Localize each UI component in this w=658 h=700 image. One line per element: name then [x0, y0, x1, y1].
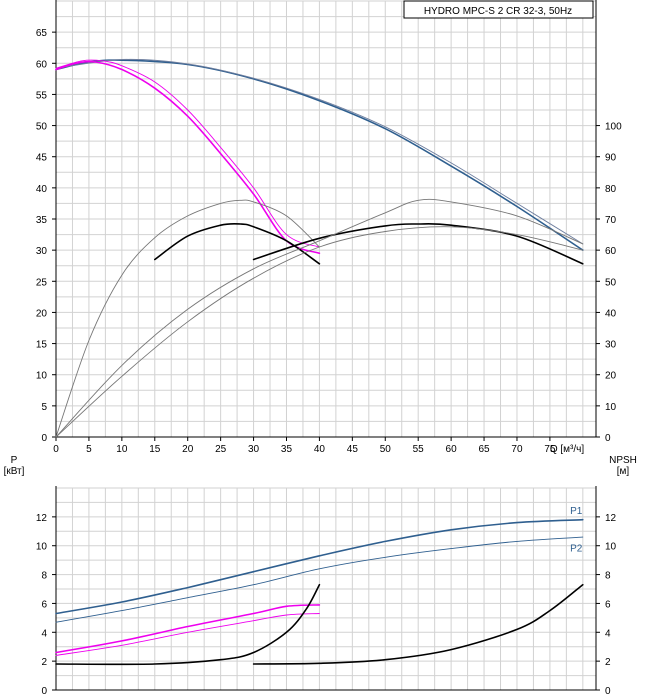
series-line-2	[55, 58, 584, 245]
x-tick-label: 70	[511, 444, 523, 455]
y-tick-label: 45	[36, 153, 48, 164]
legend-box-text: HYDRO MPC-S 2 CR 32-3, 50Hz	[424, 6, 572, 17]
x-tick-label: 45	[347, 444, 359, 455]
y-tick-label: 60	[36, 59, 48, 70]
y2-tick-label: 0	[605, 686, 611, 697]
series-line-5	[55, 583, 321, 666]
series-line-4	[55, 59, 320, 248]
y-axis-label: P [кВт]	[4, 455, 25, 477]
y2-tick-label: 0	[605, 433, 611, 444]
y-tick-label: 20	[36, 308, 48, 319]
y2-axis-label: NPSH [м]	[609, 455, 637, 477]
y2-tick-label: 60	[605, 246, 617, 257]
series-line-9	[55, 226, 584, 438]
y-tick-label: 50	[36, 122, 48, 133]
x-tick-label: 5	[86, 444, 92, 455]
y2-tick-label: 30	[605, 340, 617, 351]
x-tick-label: 20	[182, 444, 194, 455]
y2-tick-label: 10	[605, 402, 617, 413]
y2-tick-label: 4	[605, 628, 611, 639]
series-line-3	[55, 604, 321, 654]
y-tick-label: 55	[36, 90, 48, 101]
y-tick-label: 5	[41, 402, 47, 413]
x-tick-label: 15	[149, 444, 161, 455]
y-tick-label: 35	[36, 215, 48, 226]
x-tick-label: 60	[446, 444, 458, 455]
y-tick-label: 30	[36, 246, 48, 257]
y2-tick-label: 100	[605, 122, 622, 133]
y-tick-label: 0	[41, 686, 47, 697]
y2-tick-label: 70	[605, 215, 617, 226]
y-tick-label: 10	[36, 371, 48, 382]
y2-tick-label: 80	[605, 184, 617, 195]
x-tick-label: 30	[248, 444, 260, 455]
series-line-5	[154, 222, 321, 265]
y2-tick-label: 6	[605, 599, 611, 610]
y2-tick-label: 12	[605, 513, 617, 524]
y-tick-label: 65	[36, 28, 48, 39]
x-tick-label: 65	[478, 444, 490, 455]
series-line-2	[55, 536, 584, 623]
x-tick-label: 35	[281, 444, 293, 455]
x-axis-label: Q [м³/ч]	[550, 444, 585, 455]
y-tick-label: 12	[36, 513, 48, 524]
series-line-6	[252, 583, 584, 665]
series-line-6	[55, 199, 320, 438]
y-tick-label: 6	[41, 599, 47, 610]
x-tick-label: 25	[215, 444, 227, 455]
y-tick-label: 2	[41, 657, 47, 668]
y-tick-label: 8	[41, 571, 47, 582]
y-tick-label: 4	[41, 628, 47, 639]
x-tick-label: 50	[380, 444, 392, 455]
y-tick-label: 25	[36, 277, 48, 288]
series-line-3	[55, 60, 321, 255]
series-label-p1: P1	[570, 506, 583, 517]
y2-tick-label: 20	[605, 371, 617, 382]
x-tick-label: 0	[53, 444, 59, 455]
series-line-8	[55, 198, 584, 438]
y-tick-label: 15	[36, 340, 48, 351]
series-line-1	[55, 518, 584, 615]
series-line-4	[55, 613, 320, 656]
y2-tick-label: 8	[605, 571, 611, 582]
y2-tick-label: 90	[605, 153, 617, 164]
y-tick-label: 10	[36, 542, 48, 553]
power-npsh-chart: 0 2 4 6 8 10 12 0 2 4 6 8 10 12 P [кВт] NPSH [м] P1 P2	[4, 455, 637, 697]
y2-tick-label: 40	[605, 308, 617, 319]
legend-box: HYDRO MPC-S 2 CR 32-3, 50Hz	[403, 0, 594, 19]
x-tick-label: 10	[116, 444, 128, 455]
y-tick-label: 40	[36, 184, 48, 195]
y2-tick-label: 50	[605, 277, 617, 288]
head-efficiency-chart: 0510152025303540455055606501020304050607…	[36, 0, 622, 455]
series-line-7	[252, 223, 584, 265]
y-tick-label: 0	[41, 433, 47, 444]
y2-tick-label: 2	[605, 657, 611, 668]
y2-tick-label: 10	[605, 542, 617, 553]
series-label-p2: P2	[570, 543, 583, 554]
x-tick-label: 75	[544, 444, 556, 455]
x-tick-label: 40	[314, 444, 326, 455]
x-tick-label: 55	[413, 444, 425, 455]
